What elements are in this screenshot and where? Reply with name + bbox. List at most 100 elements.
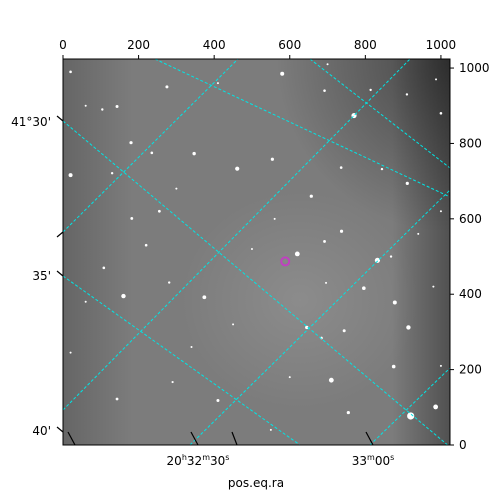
star: [380, 167, 384, 171]
grid-line: [309, 59, 450, 169]
star: [339, 229, 344, 233]
y-tick-label: 600: [459, 212, 482, 226]
star: [432, 285, 435, 288]
grid-line: [63, 59, 411, 411]
star: [150, 151, 154, 155]
target-marker-group: [280, 256, 291, 267]
star: [342, 329, 346, 333]
ra-tick-mark: [231, 431, 238, 446]
dec-axis-left: 41°30' 35' 40': [11, 115, 64, 438]
stars: [68, 63, 443, 431]
star: [216, 82, 219, 85]
star: [69, 70, 72, 74]
star: [216, 399, 220, 403]
star: [288, 376, 291, 379]
ra-tick-label: 33m00s: [352, 453, 395, 468]
ra-tick-mark: [67, 431, 76, 446]
star: [273, 217, 276, 220]
grid-line: [369, 367, 450, 445]
star: [250, 247, 253, 250]
dec-tick-label: 40': [32, 424, 51, 438]
sky-image: [63, 59, 450, 445]
star: [280, 71, 285, 76]
star: [102, 266, 106, 270]
star: [294, 251, 300, 257]
star: [406, 325, 411, 330]
star: [389, 255, 393, 258]
star: [374, 257, 381, 263]
star: [326, 63, 329, 66]
grid-line: [154, 59, 450, 198]
star: [157, 209, 161, 213]
y-tick-label: 200: [459, 363, 482, 377]
dec-tick-mark: [56, 115, 64, 122]
star: [391, 364, 396, 369]
dec-tick-label: 35': [32, 269, 51, 283]
y-pixel-axis-right: 0 200 400 600 800 1000: [450, 61, 490, 452]
ra-tick-mark: [365, 431, 374, 446]
dec-tick-label: 41°30': [11, 115, 51, 129]
star: [362, 286, 366, 290]
x-tick-label: 200: [127, 38, 150, 52]
plot-frame: [62, 58, 451, 446]
star: [325, 281, 328, 284]
star: [305, 325, 309, 330]
star: [144, 243, 148, 247]
grid-line: [189, 189, 450, 445]
star: [270, 157, 274, 161]
star: [165, 85, 169, 89]
x-tick-label: 1000: [426, 38, 457, 52]
x-tick-label: 600: [278, 38, 301, 52]
y-tick-label: 400: [459, 287, 482, 301]
star: [69, 351, 72, 354]
star: [202, 295, 207, 300]
star: [192, 151, 196, 156]
grid-line: [63, 59, 239, 233]
ra-tick-mark: [190, 431, 199, 446]
grid-line: [63, 275, 301, 445]
star: [392, 300, 397, 305]
ra-tick-label: 20h32m30s: [167, 453, 230, 468]
star: [323, 240, 326, 243]
star: [115, 104, 119, 108]
star: [269, 428, 272, 431]
star: [167, 281, 171, 284]
star: [130, 217, 134, 220]
x-tick-label: 800: [354, 38, 377, 52]
ra-axis-bottom: 20h32m30s 33m00s pos.eq.ra: [67, 431, 395, 490]
grid-line: [63, 120, 449, 445]
star: [323, 89, 326, 92]
star: [369, 88, 372, 92]
star: [115, 397, 119, 401]
star: [339, 166, 343, 169]
star: [405, 181, 409, 185]
star: [328, 377, 334, 383]
star: [121, 293, 126, 299]
star: [439, 364, 442, 367]
image-corner-shade: [63, 59, 450, 445]
star: [84, 104, 87, 107]
star: [84, 300, 87, 303]
x-tick-label: 400: [203, 38, 226, 52]
x-tick-label: 0: [59, 38, 67, 52]
star: [175, 187, 178, 190]
dec-tick-mark: [56, 426, 64, 433]
star: [407, 412, 415, 420]
coordinate-grid: [63, 59, 450, 445]
star: [235, 166, 240, 171]
dec-tick-mark: [56, 270, 64, 277]
x-pixel-axis-top: 0 200 400 600 800 1000: [59, 38, 456, 59]
star: [309, 194, 313, 198]
star: [190, 345, 193, 348]
star: [68, 173, 73, 178]
target-marker: [280, 256, 291, 267]
star: [417, 232, 420, 235]
star: [405, 93, 409, 96]
star: [232, 323, 235, 326]
star: [101, 108, 104, 111]
ra-axis-title: pos.eq.ra: [228, 476, 284, 490]
star: [435, 78, 438, 81]
y-tick-label: 800: [459, 136, 482, 150]
dec-tick-mark: [56, 231, 64, 238]
